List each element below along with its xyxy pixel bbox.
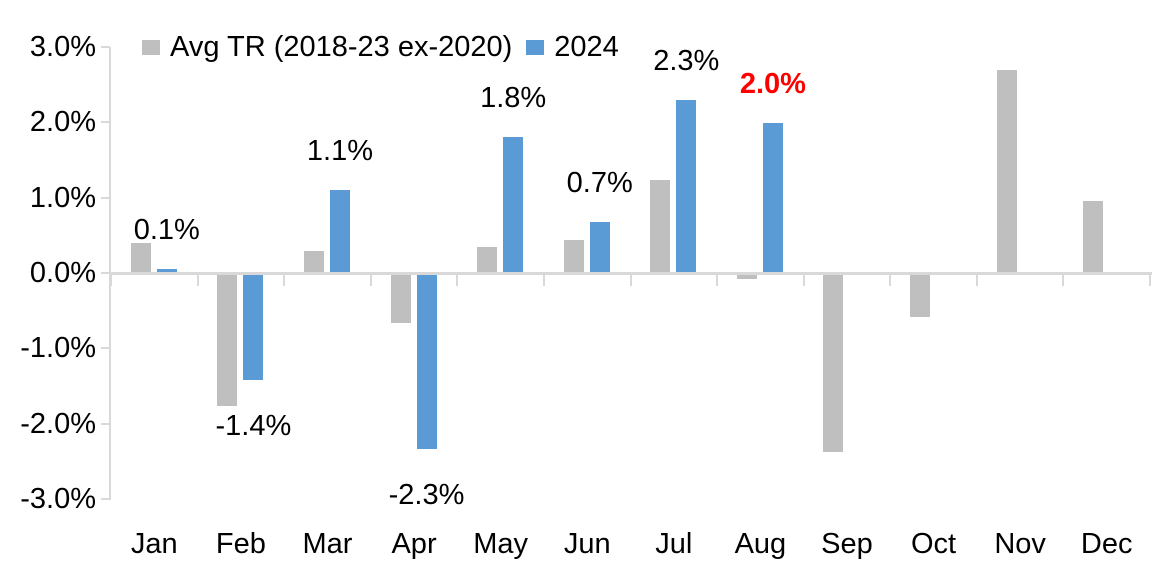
- x-axis-label-jun: Jun: [563, 528, 611, 560]
- y-axis-tick-mark: [101, 497, 110, 500]
- bar-2024-aug: [762, 123, 783, 273]
- x-axis-tick-mark: [110, 272, 112, 286]
- y-axis-tick-label: -2.0%: [20, 407, 96, 440]
- x-axis-tick-mark: [802, 272, 805, 286]
- bar-avg-tr-dec: [1083, 201, 1104, 273]
- legend-swatch-avg-tr-icon: [142, 39, 160, 55]
- x-axis-tick-mark: [196, 272, 199, 286]
- y-axis-tick-label: 1.0%: [29, 181, 96, 214]
- x-axis-tick-mark: [283, 272, 286, 286]
- y-axis-tick-mark: [101, 46, 110, 48]
- bar-avg-tr-feb: [217, 273, 238, 406]
- bar-2024-jun: [589, 221, 610, 273]
- x-axis-label-nov: Nov: [994, 528, 1046, 560]
- bar-avg-tr-aug: [736, 273, 757, 280]
- x-axis-tick-mark: [975, 272, 978, 286]
- bar-avg-tr-mar: [303, 251, 324, 273]
- bar-avg-tr-nov: [996, 69, 1017, 273]
- y-axis-tick-label: -3.0%: [20, 482, 96, 515]
- y-axis-tick-label: -1.0%: [20, 332, 96, 365]
- x-axis-tick-mark: [1062, 272, 1065, 286]
- bar-avg-tr-may: [477, 246, 498, 273]
- x-axis-label-may: May: [473, 528, 529, 560]
- x-axis-tick-mark: [542, 272, 545, 286]
- legend-label-avg-tr: Avg TR (2018-23 ex-2020): [170, 31, 513, 63]
- x-axis-tick-mark: [456, 272, 459, 286]
- x-axis-label-feb: Feb: [215, 528, 266, 560]
- data-label-may: 1.8%: [480, 81, 547, 114]
- x-axis-tick-mark: [1149, 272, 1151, 286]
- chart-legend: Avg TR (2018-23 ex-2020) 2024: [142, 31, 633, 63]
- bar-avg-tr-jun: [563, 239, 584, 273]
- legend-label-2024: 2024: [554, 31, 619, 63]
- y-axis-tick-mark: [101, 196, 110, 199]
- legend-swatch-2024-icon: [526, 39, 545, 55]
- data-label-jul: 2.3%: [653, 45, 720, 78]
- data-label-jun: 0.7%: [566, 166, 633, 199]
- bar-avg-tr-apr: [390, 273, 411, 324]
- x-axis-tick-mark: [629, 272, 632, 286]
- x-axis-label-mar: Mar: [302, 528, 353, 560]
- bar-avg-tr-oct: [910, 273, 931, 317]
- x-axis-line: [109, 272, 1152, 275]
- y-axis-tick-mark: [101, 422, 110, 425]
- bar-2024-jul: [676, 100, 697, 273]
- data-label-apr: -2.3%: [388, 478, 465, 511]
- bar-2024-may: [503, 136, 524, 273]
- data-label-jan: 0.1%: [133, 214, 200, 247]
- data-label-aug: 2.0%: [739, 68, 806, 101]
- x-axis-label-jan: Jan: [130, 528, 178, 560]
- x-axis-label-jul: Jul: [655, 528, 693, 560]
- x-axis-label-apr: Apr: [391, 528, 437, 560]
- x-axis-tick-mark: [369, 272, 372, 286]
- x-axis-label-dec: Dec: [1080, 528, 1133, 560]
- x-axis-label-sep: Sep: [821, 528, 873, 560]
- x-axis-tick-mark: [889, 272, 892, 286]
- bar-avg-tr-jul: [650, 180, 671, 273]
- data-label-feb: -1.4%: [215, 409, 292, 442]
- y-axis-tick-mark: [101, 121, 110, 124]
- x-axis-label-oct: Oct: [910, 528, 957, 560]
- data-label-mar: 1.1%: [306, 135, 373, 168]
- y-axis-tick-mark: [101, 347, 110, 350]
- y-axis-tick-label: 2.0%: [29, 106, 96, 139]
- bar-2024-feb: [243, 273, 264, 380]
- bar-2024-mar: [329, 190, 350, 273]
- bar-avg-tr-jan: [130, 242, 151, 273]
- y-axis-tick-label: 3.0%: [29, 31, 96, 63]
- bar-avg-tr-sep: [823, 273, 844, 453]
- y-axis-tick-label: 0.0%: [29, 256, 96, 289]
- bar-2024-apr: [416, 273, 437, 449]
- x-axis-tick-mark: [716, 272, 719, 286]
- x-axis-label-aug: Aug: [734, 528, 787, 560]
- y-axis-tick-mark: [101, 271, 110, 274]
- bar-2024-jan: [156, 269, 177, 273]
